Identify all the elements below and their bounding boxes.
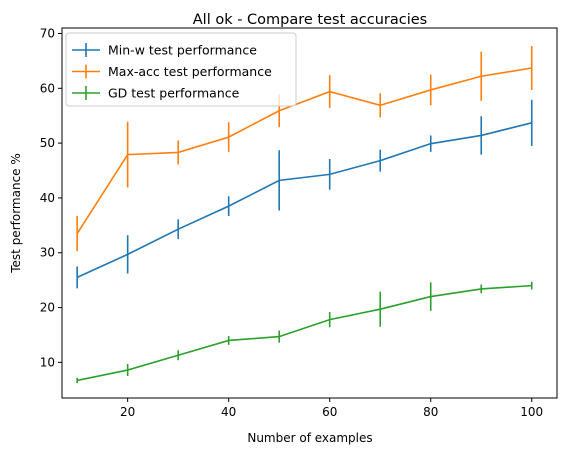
y-tick-label: 30 [40,246,55,260]
series-line [76,122,532,279]
y-tick-label: 10 [40,355,55,369]
x-axis-label: Number of examples [247,431,372,445]
legend-entry: Min-w test performance [72,43,257,58]
legend-label: Min-w test performance [108,43,257,58]
legend: Min-w test performance Max-acc test perfo… [65,32,297,107]
plot-area [76,46,533,384]
plot-frame [61,27,558,399]
legend-label: GD test performance [108,86,240,101]
series-line [76,284,532,382]
series-2 [76,46,533,252]
legend-label: Max-acc test performance [108,64,272,79]
legend-entry: Max-acc test performance [72,64,272,79]
y-axis: 10 20 30 40 50 60 70 [40,26,62,369]
legend-box [65,32,297,107]
series-3 [76,281,533,384]
legend-entry: GD test performance [72,86,240,101]
x-tick-label: 100 [520,405,543,419]
y-axis-label: Test performance % [9,153,23,274]
chart-title: All ok - Compare test accuracies [193,12,428,28]
series-1 [76,99,533,289]
x-axis: 20 40 60 80 100 [120,398,543,419]
y-tick-label: 70 [40,26,55,40]
x-tick-label: 40 [221,405,236,419]
y-tick-label: 60 [40,81,55,95]
x-tick-label: 60 [322,405,337,419]
x-tick-label: 20 [120,405,135,419]
y-tick-label: 50 [40,136,55,150]
series-line [76,67,532,234]
y-tick-label: 40 [40,191,55,205]
x-tick-label: 80 [423,405,438,419]
y-tick-label: 20 [40,301,55,315]
